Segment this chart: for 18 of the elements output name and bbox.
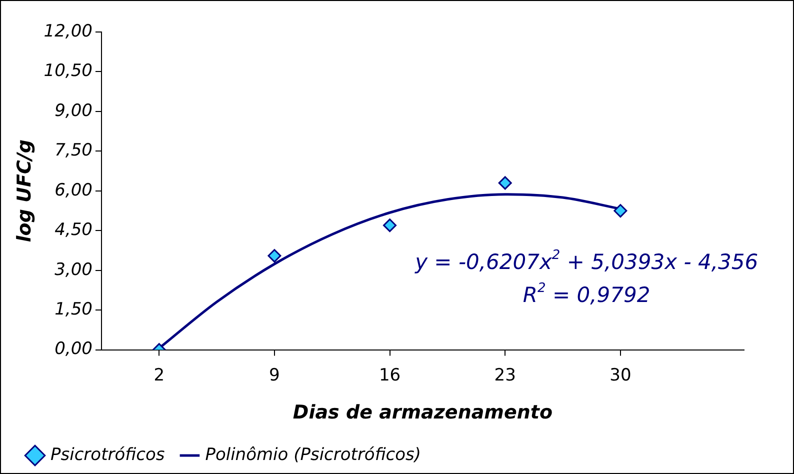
- legend-label: Polinômio (Psicrotróficos): [205, 444, 422, 465]
- x-tick-label: 23: [494, 365, 516, 386]
- y-tick-label: 7,50: [54, 140, 92, 161]
- y-tick-label: 0,00: [54, 339, 92, 360]
- y-tick-label: 4,50: [54, 220, 92, 240]
- y-tick-label: 6,00: [54, 180, 92, 200]
- y-tick-label: 10,50: [44, 61, 92, 82]
- y-tick-label: 1,50: [54, 299, 92, 320]
- y-tick-label: 9,00: [54, 100, 92, 121]
- x-tick-label: 16: [378, 365, 401, 386]
- x-axis-title: Dias de armazenamento: [292, 402, 553, 424]
- legend-label: Psicrotróficos: [50, 444, 165, 465]
- x-tick-label: 30: [610, 365, 632, 386]
- y-tick-label: 12,00: [44, 21, 92, 42]
- x-tick-label: 9: [269, 365, 280, 386]
- y-axis-title: log UFC/g: [13, 140, 36, 242]
- x-tick-label: 2: [154, 365, 165, 386]
- y-tick-label: 3,00: [54, 260, 92, 280]
